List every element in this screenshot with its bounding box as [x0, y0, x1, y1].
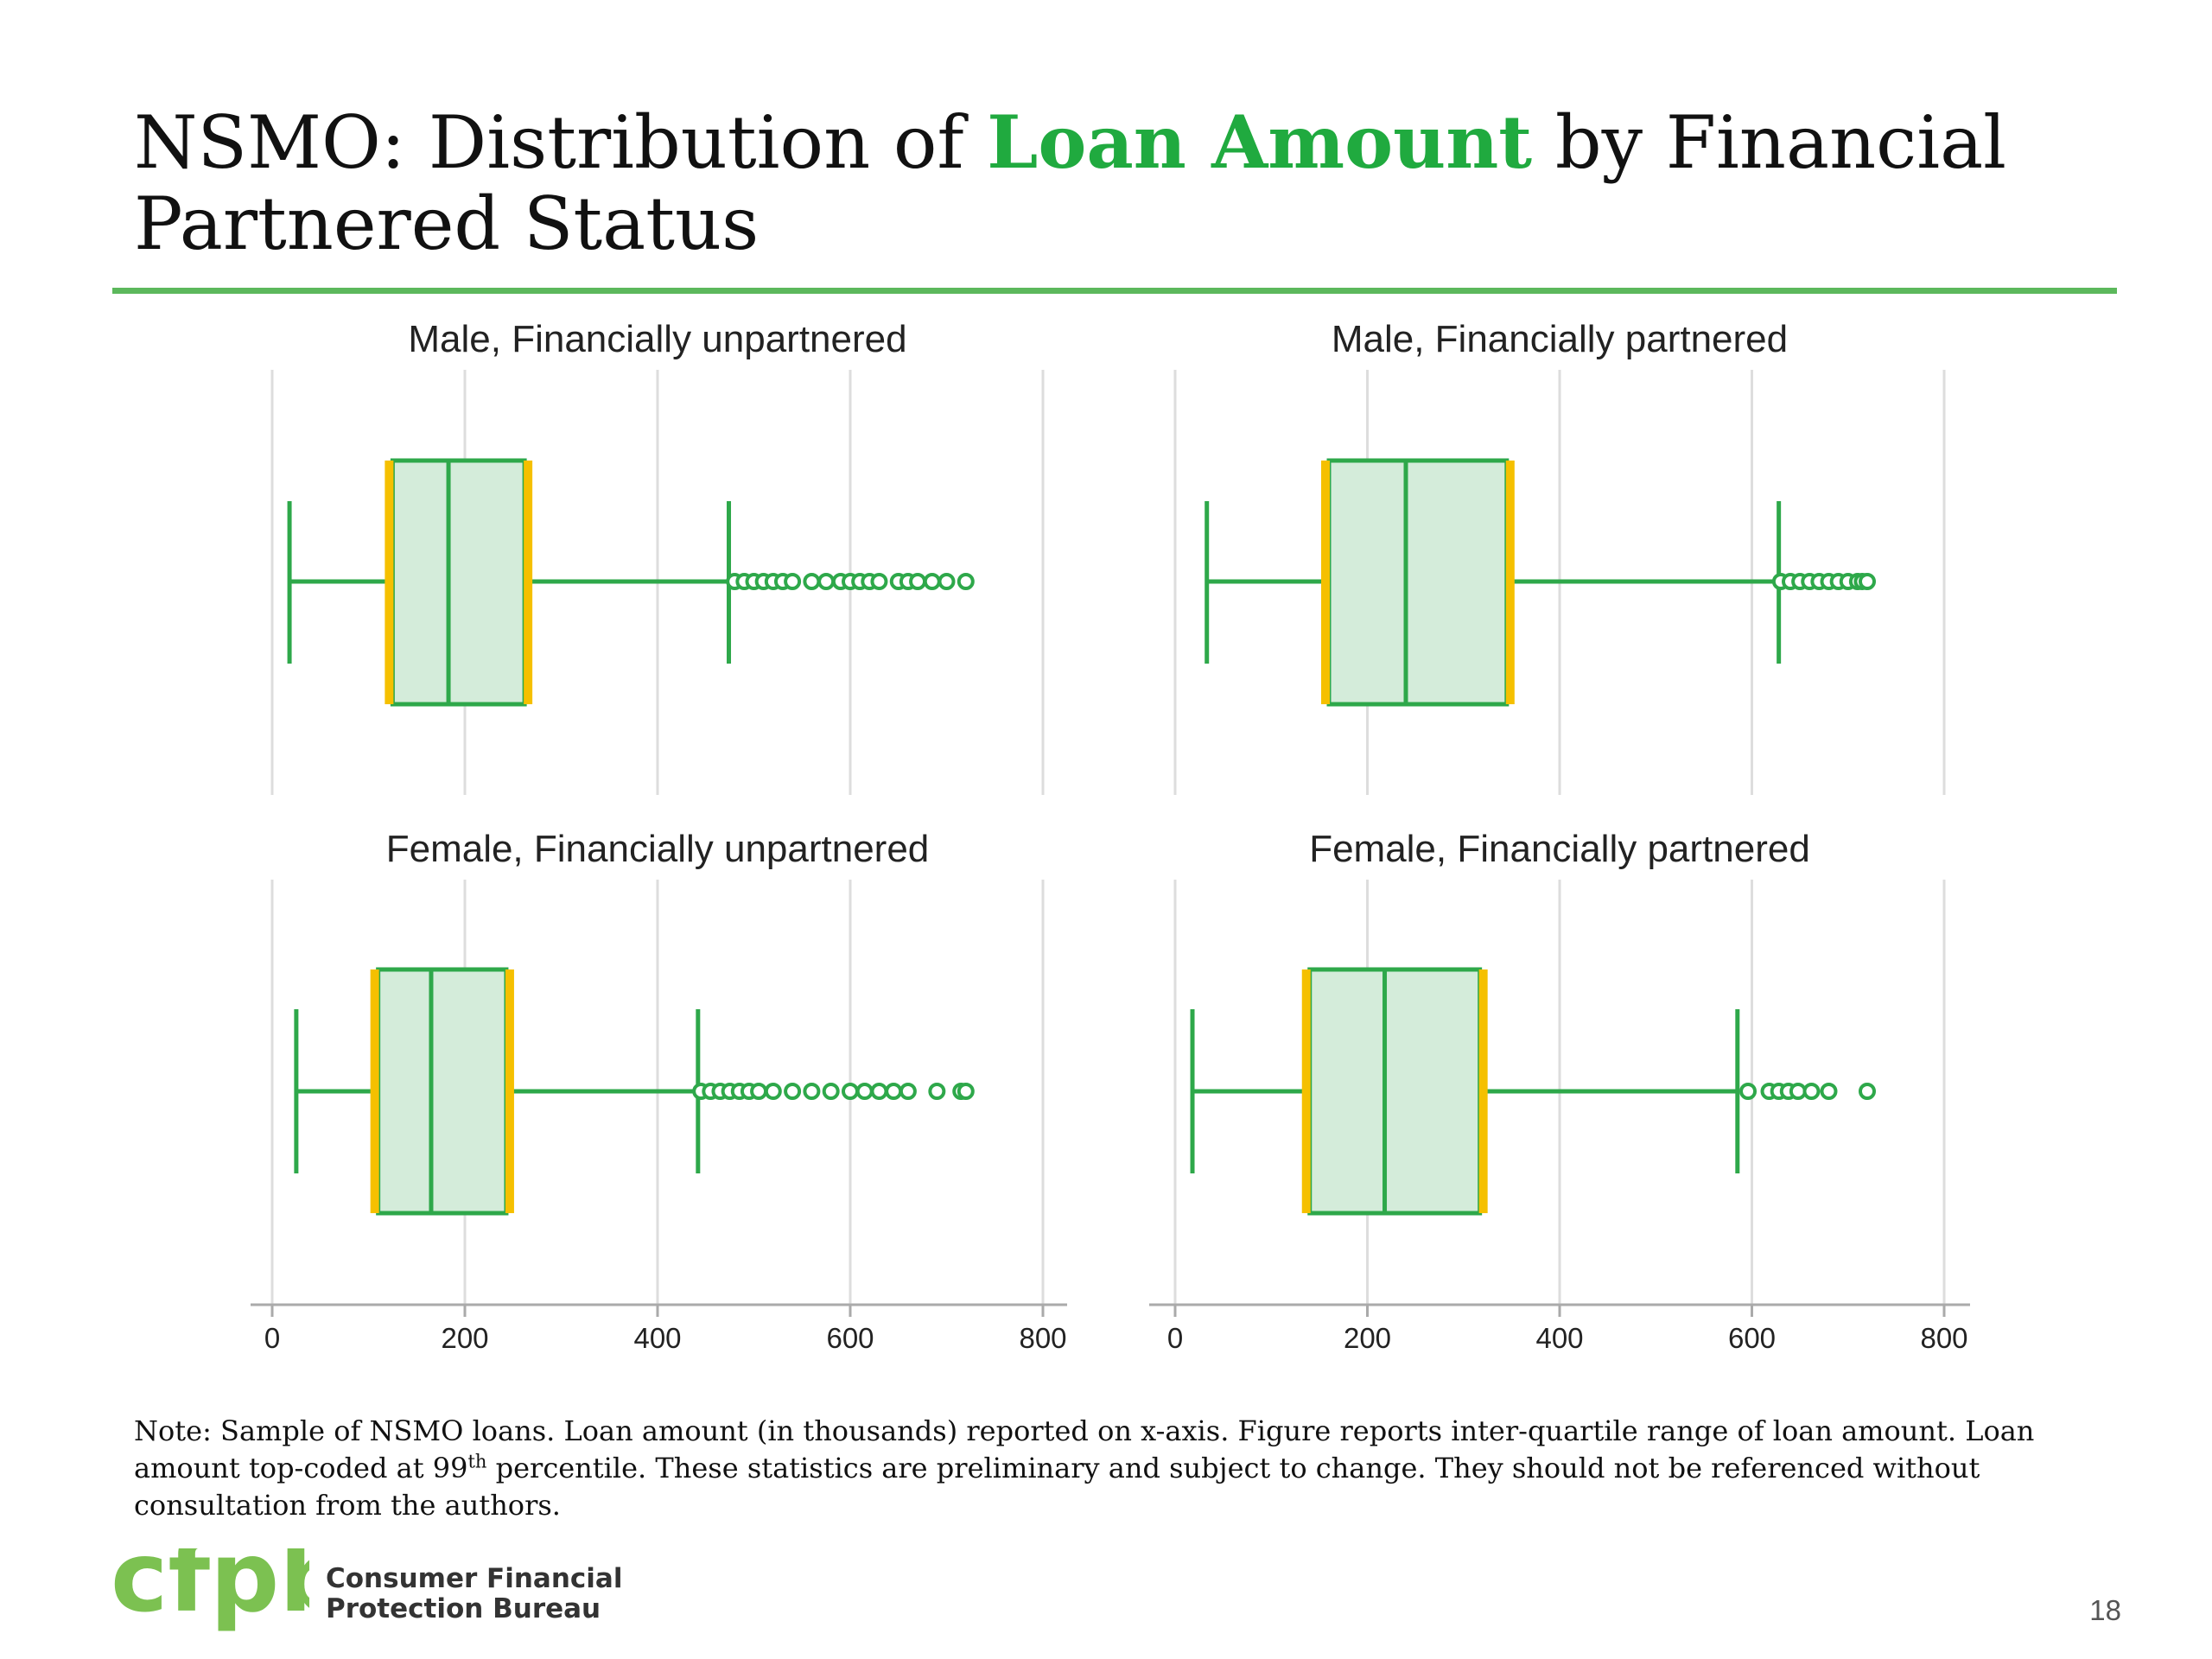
- x-tick-label: 800: [1019, 1322, 1066, 1354]
- footnote-part1: Note: Sample of NSMO loans. Loan amount …: [134, 1414, 2035, 1484]
- x-tick-label: 0: [264, 1322, 280, 1354]
- q3-accent: [524, 461, 533, 704]
- outlier-point: [764, 1083, 782, 1100]
- panel-title: Male, Financially unpartnered: [408, 318, 906, 360]
- footnote: Note: Sample of NSMO loans. Loan amount …: [134, 1413, 2121, 1524]
- x-tick-label: 400: [1535, 1322, 1583, 1354]
- outlier-point: [817, 573, 836, 590]
- x-tick-label: 200: [1344, 1322, 1391, 1354]
- q1-accent: [1301, 969, 1311, 1213]
- outlier-point: [938, 573, 956, 590]
- panel-title: Female, Financially partnered: [1309, 828, 1810, 870]
- outlier-point: [957, 573, 975, 590]
- slide-title-part2: by Financial Partnered Status: [134, 100, 2007, 266]
- iqr-box: [1326, 458, 1510, 707]
- q3-accent: [1505, 461, 1515, 704]
- outlier-point: [803, 573, 821, 590]
- q1-accent: [385, 461, 394, 704]
- x-tick-label: 600: [1728, 1322, 1776, 1354]
- x-tick-label: 400: [633, 1322, 681, 1354]
- outlier-point: [1802, 1083, 1821, 1100]
- outlier-point: [899, 1083, 917, 1100]
- outlier-point: [909, 573, 927, 590]
- x-tick-label: 600: [826, 1322, 874, 1354]
- page-number: 18: [2089, 1594, 2121, 1626]
- outlier-point: [923, 573, 941, 590]
- x-tick-label: 0: [1167, 1322, 1183, 1354]
- outlier-point: [803, 1083, 821, 1100]
- outlier-point: [822, 1083, 840, 1100]
- iqr-box: [376, 967, 509, 1216]
- organization-name-line1: Consumer Financial: [326, 1563, 623, 1594]
- slide-title-part1: NSMO: Distribution of: [134, 100, 988, 185]
- q1-accent: [1321, 461, 1330, 704]
- outlier-point: [1739, 1083, 1758, 1100]
- panel-title: Female, Financially unpartnered: [386, 828, 930, 870]
- boxplot-figure: Male, Financially unpartnered Male, Finan…: [251, 318, 1970, 1354]
- outlier-point: [1859, 573, 1876, 590]
- panel-title: Male, Financially partnered: [1332, 318, 1788, 360]
- outlier-point: [1859, 1083, 1876, 1100]
- footnote-superscript: th: [467, 1451, 487, 1472]
- outlier-point: [957, 1083, 975, 1100]
- iqr-box: [1307, 967, 1483, 1216]
- outlier-point: [784, 1083, 802, 1100]
- x-tick-label: 800: [1920, 1322, 1967, 1354]
- slide-title: NSMO: Distribution of Loan Amount by Fin…: [134, 99, 2078, 266]
- outlier-point: [750, 1083, 768, 1100]
- iqr-box: [390, 458, 527, 707]
- outlier-point: [928, 1083, 946, 1100]
- outlier-point: [870, 1083, 888, 1100]
- q3-accent: [505, 969, 514, 1213]
- outlier-point: [784, 573, 802, 590]
- cfpb-logo-text: cfpb: [111, 1548, 309, 1634]
- x-tick-label: 200: [441, 1322, 488, 1354]
- outlier-point: [855, 1083, 874, 1100]
- organization-name-line2: Protection Bureau: [326, 1593, 601, 1624]
- organization-name: Consumer Financial Protection Bureau: [326, 1564, 622, 1624]
- footnote-part2: percentile. These statistics are prelimi…: [134, 1452, 1980, 1522]
- slide-title-highlight: Loan Amount: [987, 99, 1533, 185]
- q1-accent: [370, 969, 379, 1213]
- cfpb-logo: cfpb: [111, 1548, 309, 1634]
- outlier-point: [870, 573, 888, 590]
- title-rule: [112, 288, 2117, 294]
- outlier-point: [1820, 1083, 1838, 1100]
- outlier-point: [842, 1083, 859, 1100]
- outlier-point: [885, 1083, 903, 1100]
- q3-accent: [1478, 969, 1488, 1213]
